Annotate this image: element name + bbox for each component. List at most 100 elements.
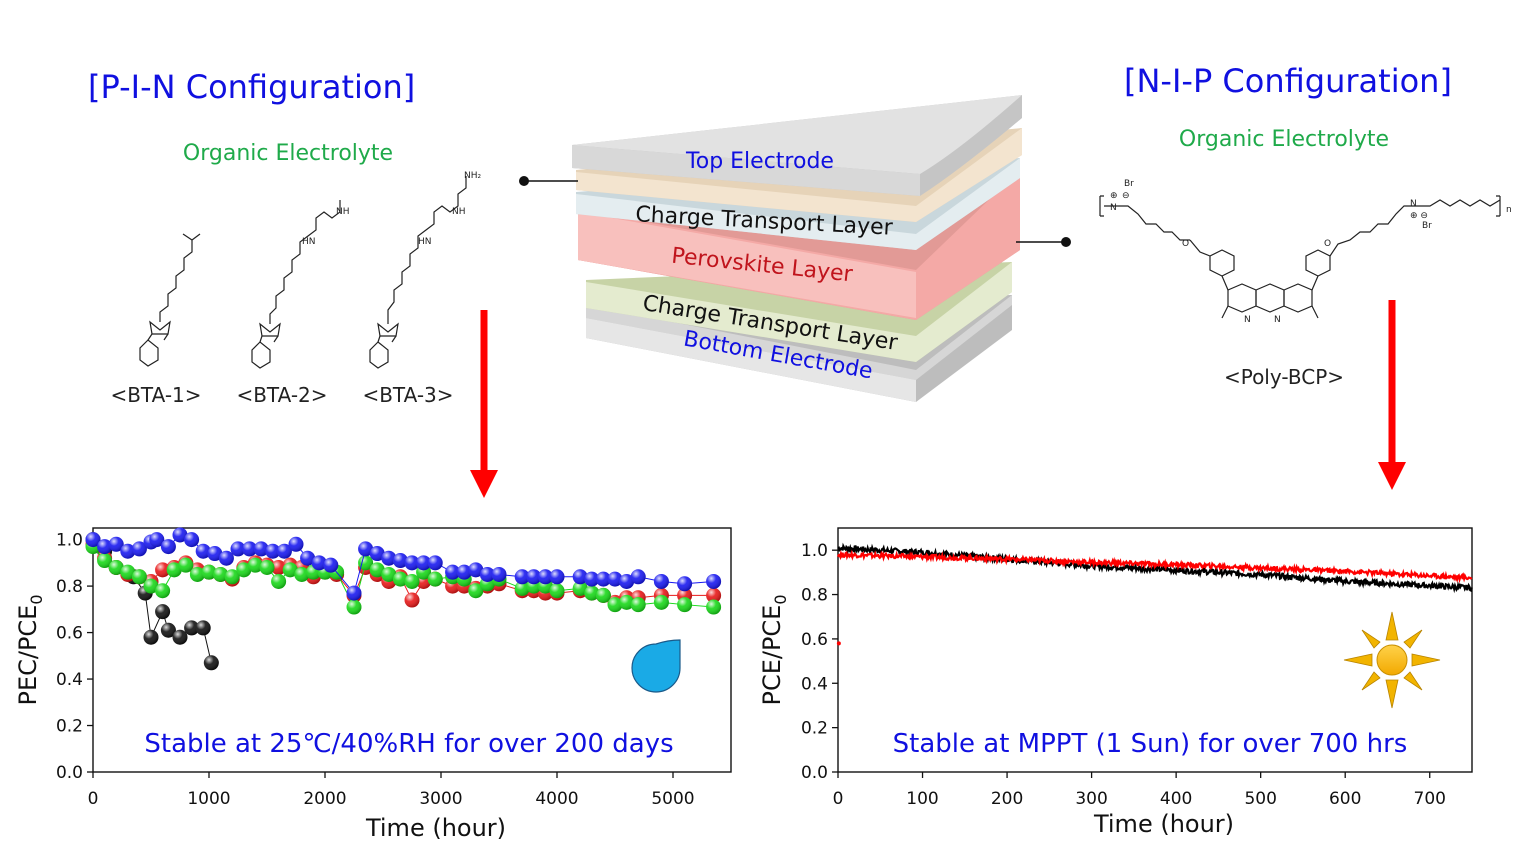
left-x-axis-label: Time (hour) <box>365 814 506 842</box>
data-point-highlight <box>381 566 397 582</box>
poly-bcp-label: <Poly-BCP> <box>1224 365 1344 389</box>
data-point-highlight <box>468 583 484 599</box>
svg-text:O: O <box>1324 239 1331 249</box>
y-tick-label: 1.0 <box>801 541 828 561</box>
x-tick-label: 400 <box>1160 789 1192 809</box>
data-point-highlight <box>242 541 258 557</box>
y-tick-label: 0.4 <box>56 670 83 690</box>
sun-icon <box>1343 611 1441 709</box>
layer-top-electrode: Top Electrode <box>685 149 834 174</box>
data-point-highlight <box>143 578 159 594</box>
data-point-highlight <box>404 555 420 571</box>
data-point-highlight <box>236 562 252 578</box>
data-point-highlight <box>218 550 234 566</box>
nip-subheading: Organic Electrolyte <box>1179 127 1389 152</box>
svg-text:⊕: ⊕ <box>1110 191 1118 201</box>
data-point-highlight <box>108 560 124 576</box>
data-point-highlight <box>706 573 722 589</box>
data-point-highlight <box>323 557 339 573</box>
x-tick-label: 500 <box>1244 789 1276 809</box>
data-point-highlight <box>549 569 565 585</box>
x-tick-label: 3000 <box>419 789 462 809</box>
data-point-highlight <box>404 592 420 608</box>
data-point-highlight <box>160 622 176 638</box>
data-point-highlight <box>427 571 443 587</box>
bta-1-label: <BTA-1> <box>110 383 201 407</box>
x-tick-label: 4000 <box>535 789 578 809</box>
pin-subheading: Organic Electrolyte <box>183 141 393 166</box>
data-point-highlight <box>677 576 693 592</box>
data-point-highlight <box>369 546 385 562</box>
bta-2-structure <box>251 200 341 369</box>
data-point-highlight <box>85 532 101 548</box>
data-point-highlight <box>346 585 362 601</box>
data-point-highlight <box>514 580 530 596</box>
poly-bcp-structure <box>1099 195 1501 319</box>
data-point-highlight <box>155 604 171 620</box>
bta-1-structure <box>139 233 201 367</box>
data-point-highlight <box>537 569 553 585</box>
svg-text:N: N <box>1410 199 1417 209</box>
data-point-highlight <box>97 539 113 555</box>
bta-3-label: <BTA-3> <box>362 383 453 407</box>
data-point-highlight <box>120 564 136 580</box>
y-tick-label: 0.4 <box>801 674 828 694</box>
right-series <box>836 542 1473 646</box>
y-tick-label: 0.6 <box>801 630 828 650</box>
bta-3-structure <box>369 176 467 369</box>
data-point-highlight <box>584 585 600 601</box>
bta-atom-labels: NH HN NH₂ NH HN <box>302 171 482 247</box>
data-point-highlight <box>288 536 304 552</box>
right-chart-frame <box>837 527 1473 773</box>
data-point-highlight <box>155 562 171 578</box>
data-point-highlight <box>300 550 316 566</box>
svg-text:NH: NH <box>452 207 466 217</box>
pointer-left-dot <box>519 176 529 186</box>
data-point-highlight <box>195 620 211 636</box>
data-point-highlight <box>456 564 472 580</box>
x-tick-label: 200 <box>991 789 1023 809</box>
svg-text:⊕ ⊖: ⊕ ⊖ <box>1410 211 1428 221</box>
left-arrowhead <box>470 470 498 498</box>
device-stack <box>572 95 1022 402</box>
data-point-highlight <box>195 543 211 559</box>
data-point-highlight <box>178 557 194 573</box>
left-x-ticks: 0 1000 2000 3000 4000 5000 <box>88 772 695 809</box>
data-point-highlight <box>706 587 722 603</box>
data-point-highlight <box>572 580 588 596</box>
svg-text:NH: NH <box>336 207 350 217</box>
data-point-highlight <box>311 555 327 571</box>
data-point-highlight <box>189 566 205 582</box>
data-point-highlight <box>131 541 147 557</box>
right-x-axis-label: Time (hour) <box>1093 810 1234 838</box>
y-tick-label: 0.2 <box>56 717 83 737</box>
data-point-highlight <box>416 555 432 571</box>
data-point-highlight <box>677 597 693 613</box>
data-point-highlight <box>282 562 298 578</box>
data-point-highlight <box>392 571 408 587</box>
right-chart: 0.0 0.2 0.4 0.6 0.8 1.0 0 100 200 300 400 500 600 70… <box>758 527 1473 838</box>
data-point-highlight <box>294 566 310 582</box>
data-point-highlight <box>514 569 530 585</box>
data-point-highlight <box>706 599 722 615</box>
svg-text:Br: Br <box>1124 179 1134 189</box>
data-point-highlight <box>184 532 200 548</box>
x-tick-label: 0 <box>88 789 99 809</box>
data-point-highlight <box>265 543 281 559</box>
pin-heading: [P-I-N Configuration] <box>88 68 415 106</box>
data-point-highlight <box>369 562 385 578</box>
data-point-highlight <box>653 573 669 589</box>
x-tick-label: 0 <box>833 789 844 809</box>
data-point-highlight <box>392 553 408 569</box>
y-tick-label: 0.6 <box>56 624 83 644</box>
left-chart-frame <box>92 527 732 773</box>
data-point-highlight <box>259 560 275 576</box>
data-point-highlight <box>271 573 287 589</box>
data-point-highlight <box>526 569 542 585</box>
data-point-highlight <box>120 543 136 559</box>
y-tick-label: 0.0 <box>801 763 828 783</box>
data-point-highlight <box>276 543 292 559</box>
svg-text:N: N <box>1110 203 1117 213</box>
svg-text:O: O <box>1182 239 1189 249</box>
data-point-highlight <box>143 629 159 645</box>
